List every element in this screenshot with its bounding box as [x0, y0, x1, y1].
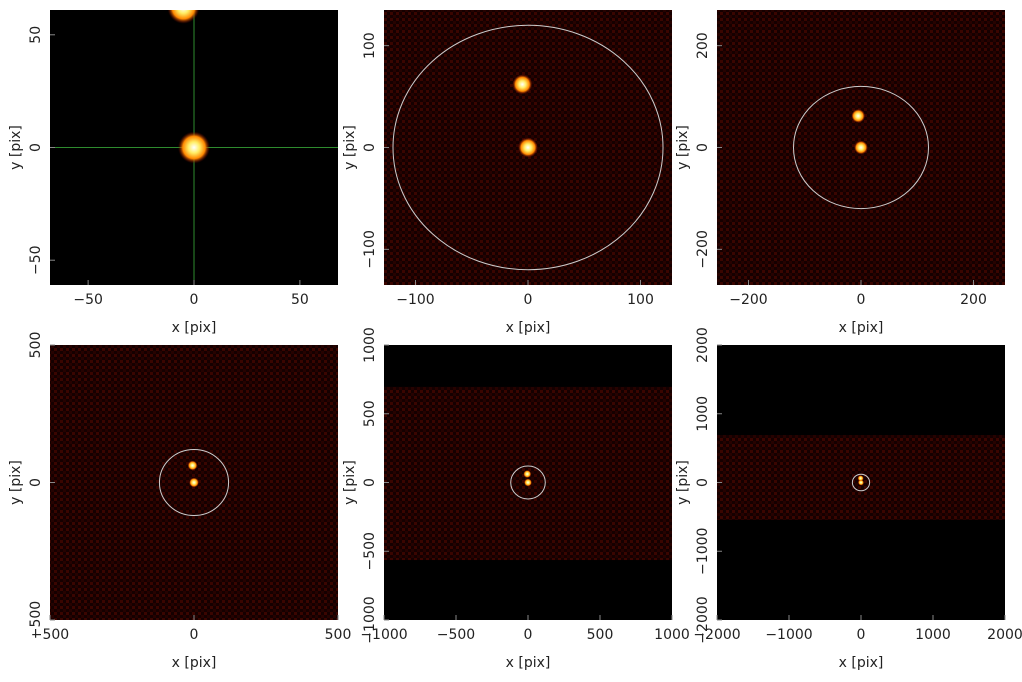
image	[50, 10, 338, 285]
y-tick-label: −50	[28, 245, 44, 275]
x-axis-label: x [pix]	[839, 655, 884, 671]
panel: −200 0 200 −200 0 200 x [pix] y [pix]	[675, 10, 1005, 336]
x-tick-label: −2000	[693, 627, 740, 643]
source	[851, 108, 866, 123]
x-axis-label: x [pix]	[506, 320, 551, 336]
x-tick-label: −500	[31, 627, 69, 643]
source	[518, 137, 538, 158]
panel: −2000 −1000 0 1000 2000 −2000 −1000 0 1000 2000 x …	[675, 327, 1022, 671]
x-tick-label: −200	[729, 292, 767, 308]
x-axis-label: x [pix]	[172, 655, 217, 671]
aperture-circle	[392, 24, 664, 271]
y-tick-label: 0	[695, 478, 711, 487]
aperture-circle	[510, 465, 546, 500]
panel: −100 0 100 −100 0 100 x [pix] y [pix]	[342, 10, 672, 336]
x-tick-label: 0	[190, 292, 199, 308]
image	[384, 10, 672, 285]
source	[189, 477, 199, 488]
y-tick-label: −200	[695, 230, 711, 268]
x-axis-label: x [pix]	[172, 320, 217, 336]
x-axis-label: x [pix]	[506, 655, 551, 671]
panel: −500 0 500 −500 0 500 x [pix] y [pix]	[8, 332, 351, 671]
y-tick-label: 200	[695, 32, 711, 59]
image	[717, 10, 1005, 285]
source	[512, 74, 533, 95]
image	[384, 345, 672, 620]
y-tick-label: 2000	[695, 327, 711, 363]
x-tick-label: 1000	[915, 627, 951, 643]
y-axis-label: y [pix]	[675, 125, 691, 170]
x-tick-label: 2000	[987, 627, 1022, 643]
y-tick-label: 0	[28, 143, 44, 152]
source	[857, 475, 864, 482]
source	[854, 140, 868, 155]
x-tick-label: 0	[524, 627, 533, 643]
x-tick-label: −100	[396, 292, 434, 308]
x-tick-label: −1000	[765, 627, 812, 643]
aperture-circle	[793, 85, 929, 210]
x-tick-label: 0	[190, 627, 199, 643]
source	[167, 10, 200, 24]
x-tick-label: 500	[325, 627, 352, 643]
x-tick-label: 50	[291, 292, 309, 308]
y-tick-label: 50	[28, 26, 44, 44]
y-tick-label: −1000	[695, 528, 711, 575]
y-tick-label: 100	[362, 32, 378, 59]
x-tick-label: 200	[960, 292, 987, 308]
x-tick-label: 1000	[654, 627, 690, 643]
x-axis-label: x [pix]	[839, 320, 884, 336]
y-axis-label: y [pix]	[8, 125, 24, 170]
y-axis-label: y [pix]	[675, 460, 691, 505]
y-tick-label: −500	[362, 532, 378, 570]
aperture-circle	[158, 449, 230, 516]
y-tick-label: 1000	[362, 327, 378, 363]
x-tick-label: 100	[627, 292, 654, 308]
source	[524, 478, 532, 487]
y-axis-label: y [pix]	[342, 460, 358, 505]
panel: −1000 −500 0 500 1000 −1000 −500 0 500 1000 x [pix…	[342, 327, 690, 671]
image	[717, 345, 1005, 620]
x-tick-label: 0	[857, 627, 866, 643]
image	[50, 345, 338, 620]
y-tick-label: 0	[695, 143, 711, 152]
panel: −50 0 50 −50 0 50 x [pix] y [pix]	[8, 10, 338, 336]
y-tick-label: 500	[28, 332, 44, 359]
x-tick-label: 0	[524, 292, 533, 308]
y-tick-label: 0	[362, 143, 378, 152]
y-tick-label: 0	[28, 478, 44, 487]
x-tick-label: 500	[587, 627, 614, 643]
source	[523, 469, 532, 478]
aperture-circle	[851, 473, 871, 492]
x-tick-label: −1000	[360, 627, 407, 643]
y-tick-label: 1000	[695, 396, 711, 432]
y-tick-label: −1000	[362, 596, 378, 643]
x-tick-label: 0	[857, 292, 866, 308]
y-tick-label: −2000	[695, 596, 711, 643]
y-tick-label: 500	[362, 400, 378, 427]
source	[187, 460, 198, 471]
y-axis-label: y [pix]	[8, 460, 24, 505]
y-tick-label: 0	[362, 478, 378, 487]
x-tick-label: −500	[437, 627, 475, 643]
x-tick-label: −50	[73, 292, 103, 308]
source	[178, 131, 210, 164]
y-tick-label: −500	[28, 601, 44, 639]
y-axis-label: y [pix]	[342, 125, 358, 170]
y-tick-label: −100	[362, 230, 378, 268]
